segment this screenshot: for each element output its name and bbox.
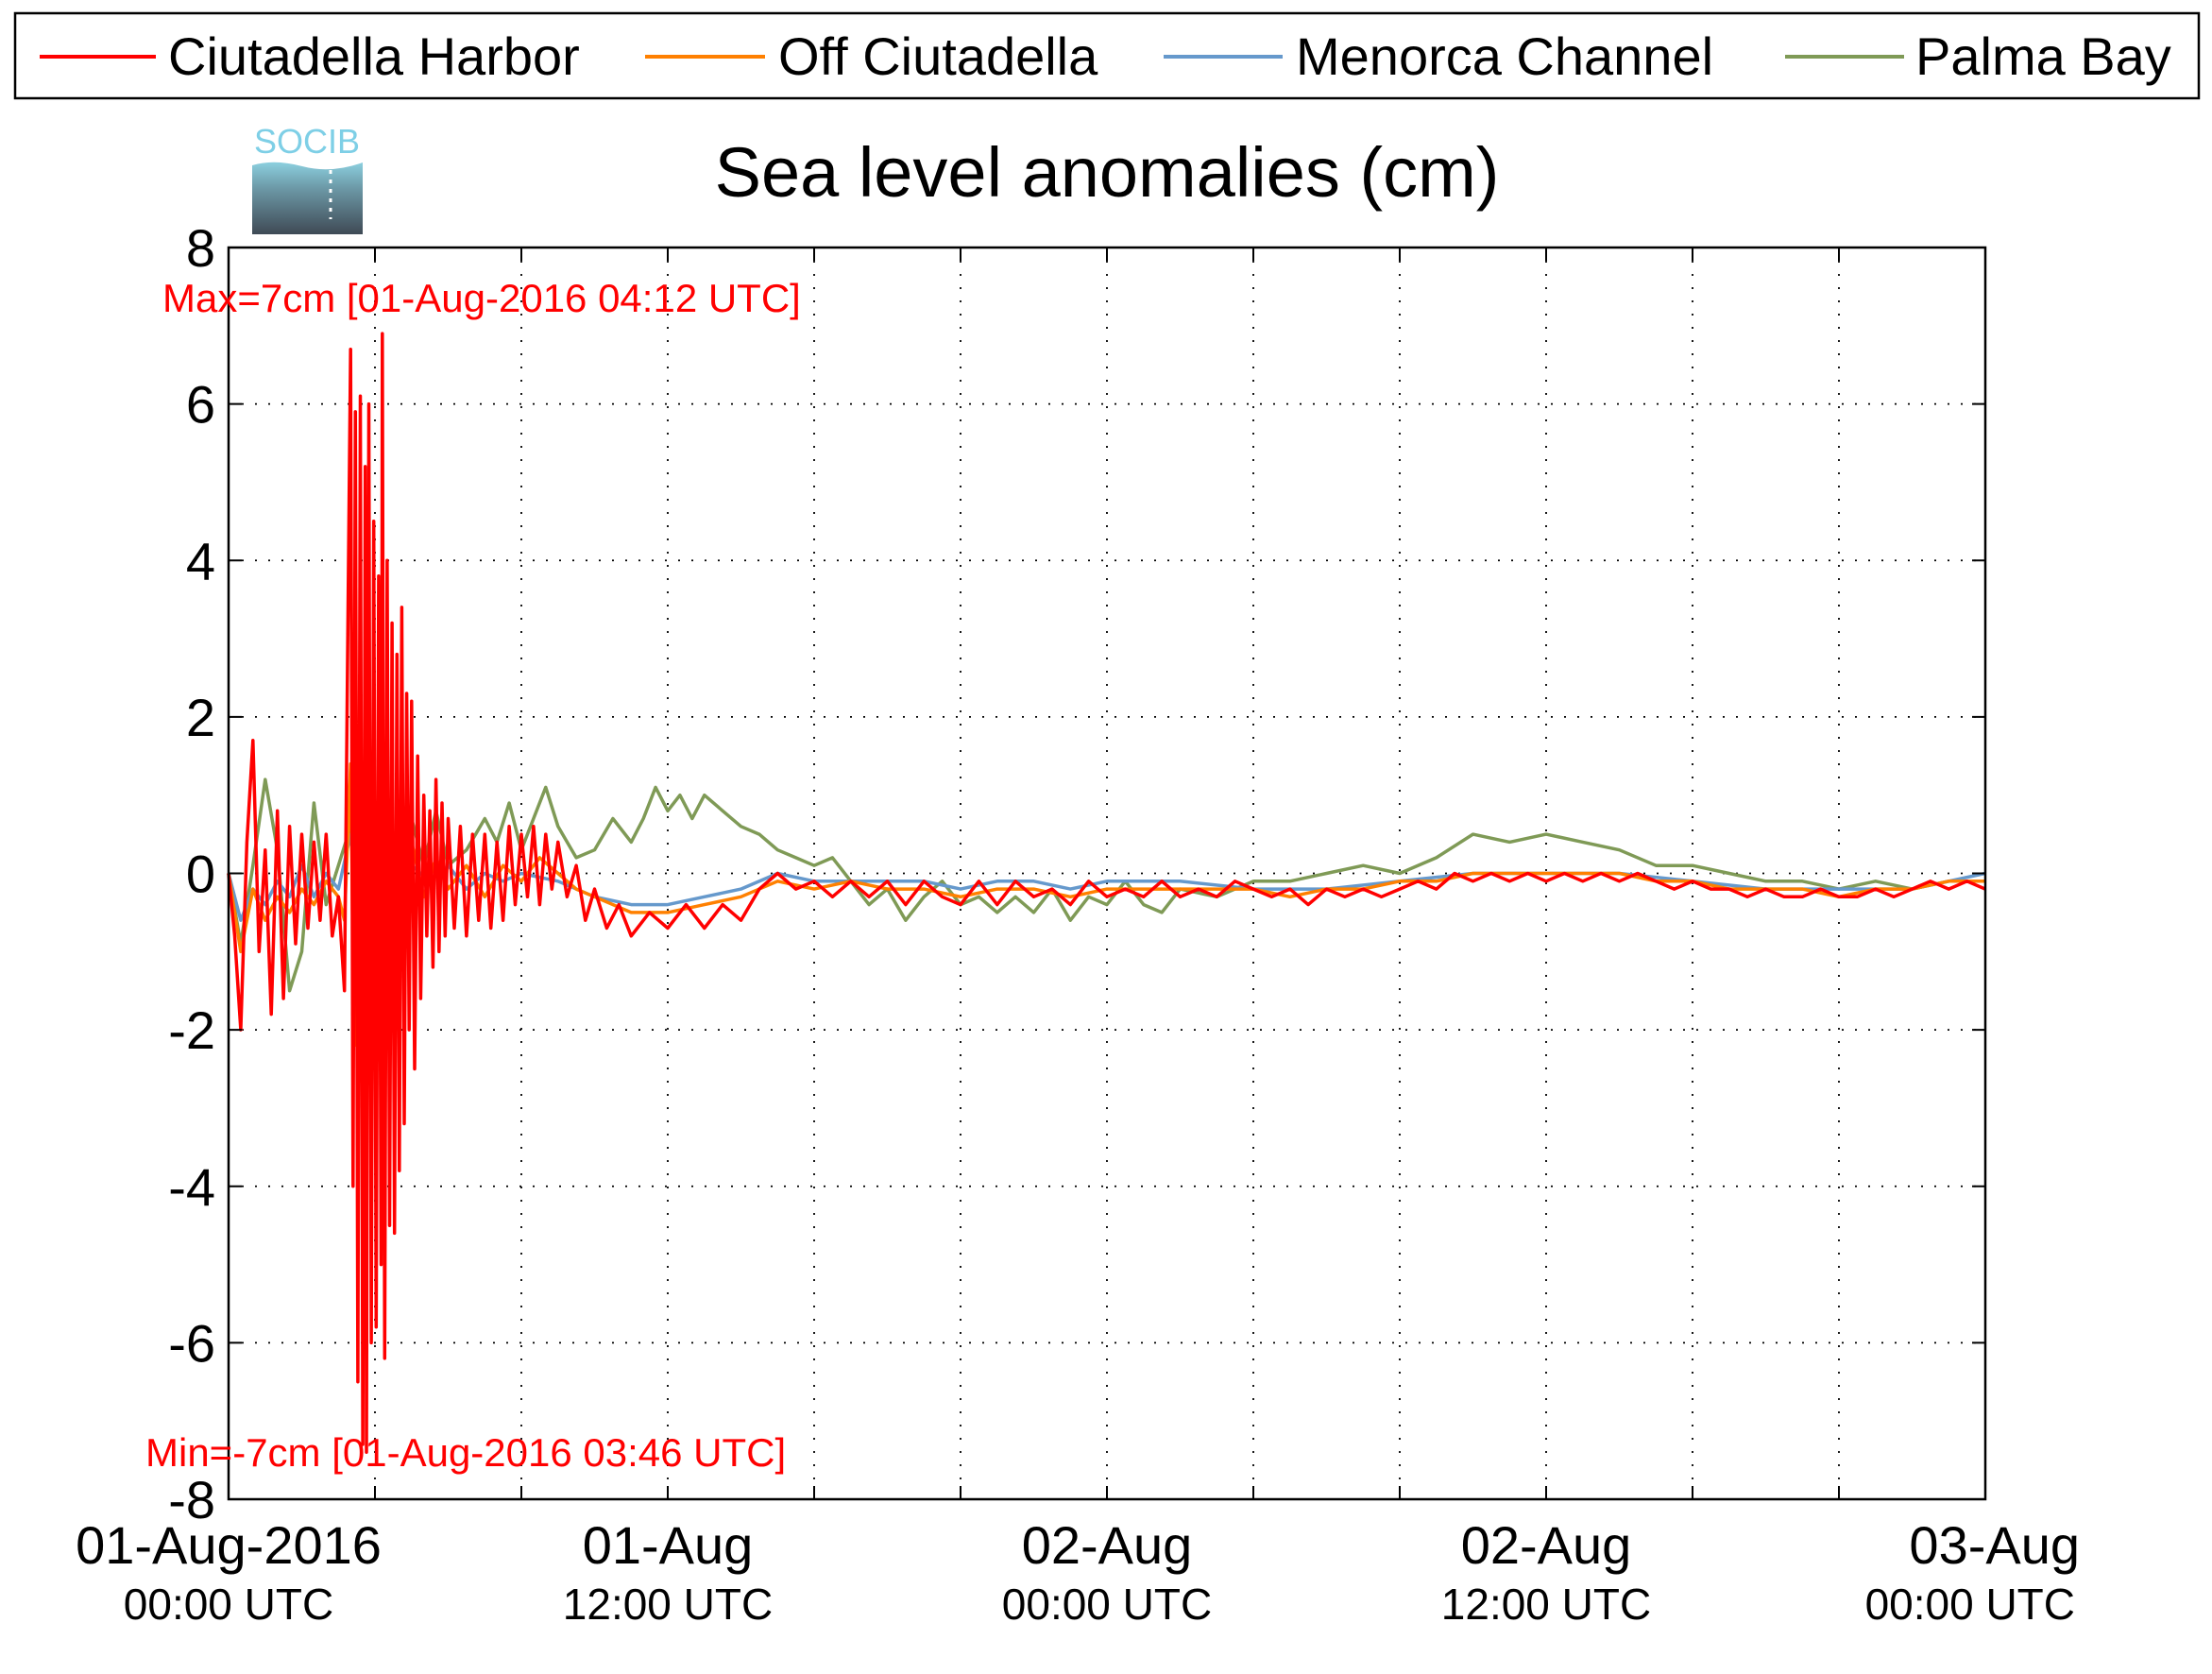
legend-label: Menorca Channel (1296, 26, 1713, 86)
x-tick-label: 01-Aug-2016 (76, 1515, 382, 1575)
max-annotation: Max=7cm [01-Aug-2016 04:12 UTC] (162, 276, 801, 320)
legend-entry-palma-bay: Palma Bay (1785, 26, 2171, 86)
y-axis: 8 6 4 2 0 -2 -4 -6 -8 (168, 218, 1985, 1529)
y-tick-label: 2 (186, 688, 215, 747)
series-line-ciutadella-harbor (227, 332, 1986, 1455)
y-tick-label: 6 (186, 375, 215, 435)
min-annotation: Min=-7cm [01-Aug-2016 03:46 UTC] (145, 1430, 786, 1475)
x-tick-sublabel: 00:00 UTC (1002, 1580, 1212, 1629)
legend-entry-menorca-channel: Menorca Channel (1164, 26, 1713, 86)
legend-label: Ciutadella Harbor (168, 26, 580, 86)
y-tick-label: -2 (168, 1000, 215, 1060)
y-tick-label: 4 (186, 531, 215, 590)
x-tick-sublabel: 12:00 UTC (1441, 1580, 1651, 1629)
x-axis: 01-Aug-2016 00:00 UTC 01-Aug 12:00 UTC 02-Au… (76, 248, 2080, 1629)
logo-text: SOCIB (254, 122, 360, 161)
y-tick-label: 8 (186, 218, 215, 278)
legend-label: Palma Bay (1915, 26, 2171, 86)
y-tick-label: -4 (168, 1157, 215, 1217)
x-tick-label: 01-Aug (583, 1515, 754, 1575)
legend-entry-ciutadella-harbor: Ciutadella Harbor (40, 26, 580, 86)
legend-label: Off Ciutadella (778, 26, 1098, 86)
x-tick-label: 03-Aug (1909, 1515, 2080, 1575)
x-tick-sublabel: 00:00 UTC (1865, 1580, 2075, 1629)
y-tick-label: -8 (168, 1470, 215, 1529)
socib-logo: SOCIB (252, 122, 363, 234)
x-tick-sublabel: 00:00 UTC (124, 1580, 333, 1629)
x-tick-sublabel: 12:00 UTC (563, 1580, 773, 1629)
x-tick-label: 02-Aug (1022, 1515, 1193, 1575)
legend: Ciutadella Harbor Off Ciutadella Menorca… (13, 11, 2201, 100)
x-tick-label: 02-Aug (1461, 1515, 1632, 1575)
logo-wave-icon (252, 162, 363, 234)
y-tick-label: -6 (168, 1313, 215, 1373)
chart-title: Sea level anomalies (cm) (715, 133, 1500, 212)
series-layer (227, 332, 1986, 1455)
legend-entry-off-ciutadella: Off Ciutadella (645, 26, 1098, 86)
y-tick-label: 0 (186, 845, 215, 904)
